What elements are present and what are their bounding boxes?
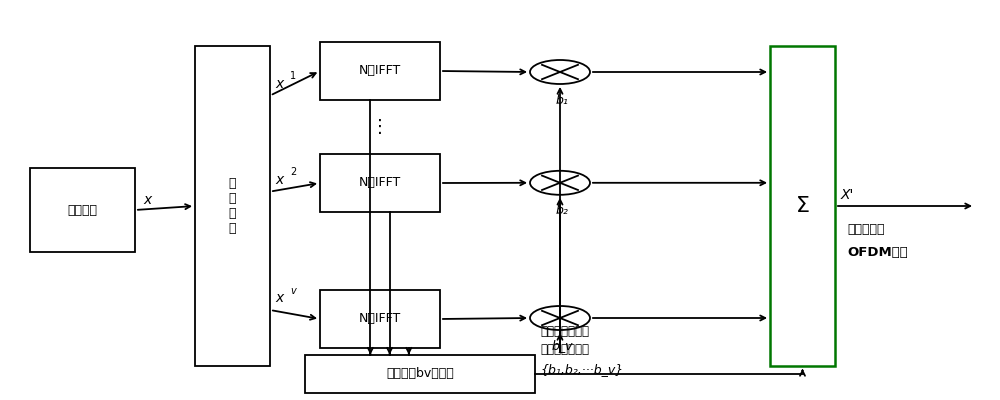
- Bar: [30, 168, 135, 252]
- Text: 2: 2: [290, 167, 296, 177]
- Text: X': X': [840, 188, 854, 202]
- Text: 择相应导频位置: 择相应导频位置: [540, 343, 589, 356]
- Circle shape: [530, 171, 590, 195]
- Text: OFDM符号: OFDM符号: [847, 246, 908, 258]
- Text: b_v: b_v: [551, 340, 573, 352]
- Bar: [305, 355, 535, 393]
- Text: N点IFFT: N点IFFT: [359, 64, 401, 78]
- Bar: [770, 46, 835, 366]
- Text: {b₁,b₂,···b_v}: {b₁,b₂,···b_v}: [540, 363, 623, 376]
- Text: x: x: [275, 291, 283, 305]
- Text: x: x: [275, 173, 283, 186]
- Text: 信
号
分
割: 信 号 分 割: [229, 177, 236, 235]
- Text: x: x: [143, 193, 151, 207]
- Text: x: x: [275, 76, 283, 90]
- Text: 根据加权因子选: 根据加权因子选: [540, 325, 589, 338]
- Bar: [195, 46, 270, 366]
- Text: N点IFFT: N点IFFT: [359, 312, 401, 326]
- Circle shape: [530, 60, 590, 84]
- Text: b₂: b₂: [556, 204, 568, 217]
- Text: N点IFFT: N点IFFT: [359, 176, 401, 190]
- Text: 1: 1: [290, 71, 296, 81]
- Text: Σ: Σ: [796, 196, 810, 216]
- Bar: [320, 42, 440, 100]
- Text: ⋮: ⋮: [551, 241, 569, 260]
- Circle shape: [530, 306, 590, 330]
- Text: v: v: [290, 286, 296, 296]
- Text: 最终发送的: 最终发送的: [847, 224, 885, 236]
- Bar: [320, 154, 440, 212]
- Text: ⋮: ⋮: [371, 118, 389, 136]
- Text: 加权系数bv最优化: 加权系数bv最优化: [386, 367, 454, 380]
- Text: 输入数据: 输入数据: [67, 204, 97, 216]
- Bar: [320, 290, 440, 348]
- Text: b₁: b₁: [556, 94, 568, 106]
